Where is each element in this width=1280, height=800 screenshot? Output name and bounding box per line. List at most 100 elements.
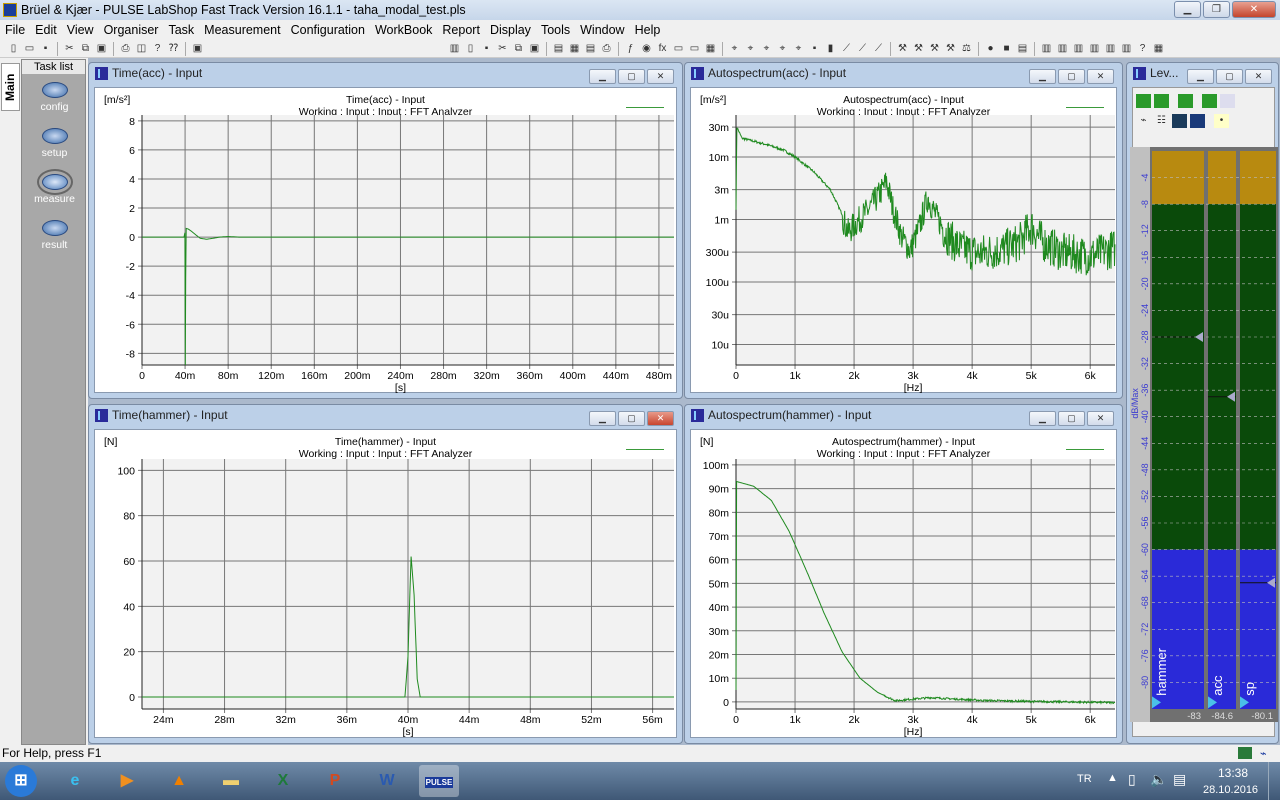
grid-icon[interactable]: ▦ (1153, 42, 1164, 54)
layout-icon[interactable]: ▥ (1041, 42, 1052, 54)
cursor-icon[interactable]: ⌖ (779, 42, 786, 54)
tool-icon[interactable]: ⚒ (898, 42, 907, 54)
task-measure[interactable]: measure (22, 166, 87, 212)
volume-icon[interactable]: 🔈 (1150, 771, 1168, 787)
cursor-icon[interactable]: ⌖ (795, 42, 802, 54)
scale-icon[interactable]: ⚖ (962, 42, 971, 54)
record-icon[interactable]: ● (987, 42, 994, 54)
show-hidden-icons[interactable]: ▲ (1107, 772, 1118, 784)
menu-workbook[interactable]: WorkBook (374, 23, 433, 37)
chart-icon[interactable]: ▤ (585, 42, 596, 54)
taskbar-powerpoint[interactable]: P (329, 772, 341, 789)
layout-icon[interactable]: ▥ (1105, 42, 1116, 54)
level-up2-icon[interactable] (1154, 94, 1169, 108)
tool-icon[interactable]: ⚒ (914, 42, 923, 54)
probe-icon[interactable]: ⌁ (1140, 115, 1147, 126)
taskbar-word[interactable]: W (379, 772, 395, 789)
cut-icon[interactable]: ✂ (65, 42, 74, 54)
taskbar-media-player[interactable]: ▶ (120, 772, 134, 789)
stop-icon[interactable]: ■ (1003, 42, 1010, 54)
level-up-icon[interactable] (1136, 94, 1151, 108)
restore-button[interactable]: ▢ (1058, 411, 1085, 426)
restore-button[interactable]: ▢ (1058, 69, 1085, 84)
menu-view[interactable]: View (66, 23, 94, 37)
menu-file[interactable]: File (5, 23, 26, 37)
minimize-button[interactable]: ▁ (589, 411, 616, 426)
level-down-icon[interactable] (1178, 94, 1193, 108)
minimize-button[interactable]: ▁ (1029, 69, 1056, 84)
menu-tools[interactable]: Tools (540, 23, 571, 37)
pdf-icon[interactable]: ▤ (1017, 42, 1028, 54)
cursor-icon[interactable]: ⌖ (731, 42, 738, 54)
bar-icon[interactable]: ▮ (827, 42, 834, 54)
network-icon[interactable]: ▤ (1173, 771, 1187, 787)
new-icon[interactable]: ▯ (10, 42, 17, 54)
minimize-button[interactable]: ▁ (1029, 411, 1056, 426)
task-result[interactable]: result (22, 212, 87, 258)
close-button[interactable]: ✕ (1087, 69, 1114, 84)
taskbar-excel[interactable]: X (277, 772, 289, 789)
book-icon[interactable]: ▥ (449, 42, 460, 54)
fx-icon[interactable]: fx (658, 42, 667, 54)
menu-task[interactable]: Task (168, 23, 195, 37)
clock-time[interactable]: 13:38 (1218, 766, 1249, 780)
plot-icon[interactable]: ⟋ (875, 42, 882, 54)
copy-icon[interactable]: ⧉ (81, 42, 90, 54)
layout-icon[interactable]: ▥ (1089, 42, 1100, 54)
close-button[interactable]: ✕ (647, 69, 674, 84)
layout-icon[interactable]: ▥ (1121, 42, 1132, 54)
taskbar-vlc[interactable]: ▲ (171, 772, 187, 789)
show-desktop-button[interactable] (1268, 762, 1280, 800)
taskbar-internet-explorer[interactable]: e (70, 772, 80, 789)
module-icon[interactable] (1190, 114, 1205, 128)
restore-button[interactable]: ▢ (618, 411, 645, 426)
paste-icon[interactable]: ▣ (529, 42, 540, 54)
plot-icon[interactable]: ⟋ (843, 42, 850, 54)
tool-icon[interactable]: ⚒ (946, 42, 955, 54)
menu-help[interactable]: Help (634, 23, 661, 37)
level-auto-icon[interactable] (1202, 94, 1217, 108)
cut-icon[interactable]: ✂ (498, 42, 507, 54)
print-icon[interactable]: ⎙ (602, 42, 611, 54)
menu-edit[interactable]: Edit (35, 23, 57, 37)
close-button[interactable]: ✕ (1245, 69, 1272, 84)
layout-icon[interactable]: ▥ (1073, 42, 1084, 54)
save-icon[interactable]: ▪ (812, 42, 817, 54)
doc-icon[interactable]: ▤ (553, 42, 564, 54)
meter-icon[interactable]: ▭ (689, 42, 700, 54)
layout-icon[interactable]: ▥ (1057, 42, 1068, 54)
table-icon[interactable]: ▦ (705, 42, 716, 54)
grid-icon[interactable]: ▦ (569, 42, 580, 54)
help-icon[interactable]: ? (154, 42, 161, 54)
minimize-button[interactable]: ▁ (1187, 69, 1214, 84)
power-icon[interactable]: ▯ (1128, 771, 1136, 787)
level-config-icon[interactable] (1220, 94, 1235, 108)
restore-button[interactable]: ▢ (618, 69, 645, 84)
taskbar-explorer[interactable]: ▬ (223, 772, 239, 789)
language-indicator[interactable]: TR (1077, 773, 1092, 785)
function-icon[interactable]: ƒ (627, 42, 634, 54)
close-button[interactable]: ✕ (1232, 1, 1276, 18)
help-icon[interactable]: ? (1139, 42, 1146, 54)
frontend-icon[interactable] (1172, 114, 1187, 128)
save-icon[interactable]: ▪ (43, 42, 48, 54)
print-icon[interactable]: ⎙ (121, 42, 130, 54)
close-button[interactable]: ✕ (647, 411, 674, 426)
cursor-icon[interactable]: ⌖ (747, 42, 754, 54)
save-icon[interactable]: ▪ (484, 42, 489, 54)
menu-configuration[interactable]: Configuration (290, 23, 365, 37)
task-setup[interactable]: setup (22, 120, 87, 166)
menu-display[interactable]: Display (489, 23, 531, 37)
print-preview-icon[interactable]: ◫ (136, 42, 147, 54)
task-config[interactable]: config (22, 74, 87, 120)
globe-icon[interactable]: ◉ (642, 42, 651, 54)
taskbar-start[interactable]: ⊞ (5, 765, 37, 797)
tree-icon[interactable]: ☷ (1157, 115, 1166, 126)
restore-button[interactable]: ❐ (1203, 1, 1230, 18)
minimize-button[interactable]: ▁ (1174, 1, 1201, 18)
menu-report[interactable]: Report (442, 23, 480, 37)
menu-window[interactable]: Window (580, 23, 625, 37)
copy-icon[interactable]: ⧉ (514, 42, 523, 54)
open-icon[interactable]: ▭ (24, 42, 35, 54)
plot-area[interactable] (736, 459, 1115, 709)
